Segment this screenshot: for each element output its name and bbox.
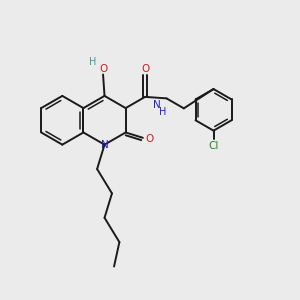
Text: H: H — [89, 57, 96, 67]
Text: O: O — [141, 64, 149, 74]
Text: O: O — [100, 64, 108, 74]
Text: Cl: Cl — [208, 140, 219, 151]
Text: N: N — [101, 140, 108, 150]
Text: N: N — [153, 100, 161, 110]
Text: O: O — [145, 134, 154, 144]
Text: H: H — [159, 107, 166, 117]
